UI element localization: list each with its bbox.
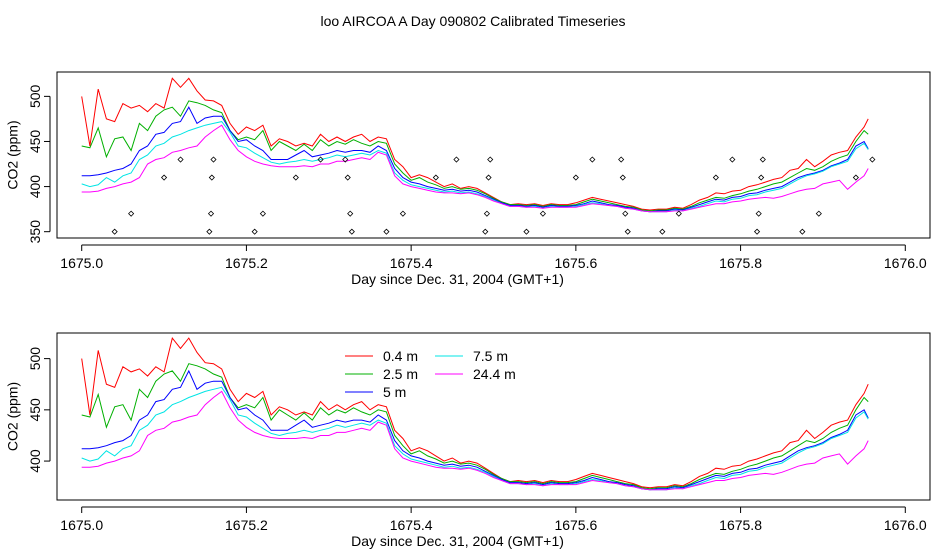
diamond-marker	[759, 156, 766, 163]
diamond-marker	[758, 174, 765, 181]
bottom-x-tick-label: 1676.0	[884, 517, 927, 533]
diamond-marker	[753, 228, 761, 235]
diamond-marker	[815, 210, 822, 217]
diamond-marker	[618, 156, 625, 163]
diamond-marker	[128, 210, 135, 217]
figure-title: loo AIRCOA A Day 090802 Calibrated Times…	[320, 13, 625, 29]
diamond-marker	[344, 174, 351, 181]
diamond-marker	[589, 156, 596, 163]
legend-label: 5 m	[383, 384, 406, 400]
diamond-marker	[161, 174, 168, 181]
diamond-marker	[317, 156, 324, 163]
bottom-x-tick-label: 1675.4	[390, 517, 433, 533]
bottom-plot-frame	[56, 332, 931, 501]
diamond-marker	[799, 228, 806, 235]
diamond-marker	[432, 174, 439, 181]
bottom-y-tick-label: 500	[27, 347, 43, 371]
bottom-series-7-5-mline	[81, 386, 869, 491]
diamond-marker	[487, 156, 494, 163]
top-x-axis-label: Day since Dec. 31, 2004 (GMT+1)	[351, 271, 564, 287]
bottom-x-tick-label: 1675.0	[60, 517, 103, 533]
diamond-marker	[572, 174, 579, 181]
top-y-tick-label: 400	[27, 175, 43, 199]
diamond-marker	[624, 228, 631, 235]
diamond-marker	[292, 174, 299, 181]
diamond-marker	[383, 228, 390, 235]
diamond-marker	[482, 228, 489, 235]
diamond-marker	[523, 228, 530, 235]
diamond-marker	[622, 210, 629, 217]
top-x-tick-label: 1675.2	[225, 255, 268, 271]
top-series-24-4-mline	[81, 124, 869, 213]
diamond-marker	[485, 174, 492, 181]
diamond-marker	[619, 174, 626, 181]
top-y-axis-label: CO2 (ppm)	[5, 120, 21, 189]
bottom-y-tick-label: 400	[27, 449, 43, 473]
top-panel: 1675.0 1675.2 1675.4 1675.6 1675.8 1676.0 Day …	[5, 71, 931, 287]
diamond-marker	[539, 210, 546, 217]
diamond-marker	[675, 210, 682, 217]
bottom-series-2-5-mline	[81, 363, 869, 490]
top-x-tick-label: 1676.0	[884, 255, 927, 271]
diamond-marker	[869, 156, 876, 163]
bottom-series-24-4-mline	[81, 390, 869, 491]
legend-label: 24.4 m	[473, 366, 516, 382]
diamond-marker	[483, 210, 490, 217]
diamond-marker	[177, 156, 184, 163]
bottom-x-tick-label: 1675.8	[719, 517, 762, 533]
top-x-tick-label: 1675.0	[60, 255, 103, 271]
top-y-tick-label: 450	[27, 130, 43, 154]
top-x-tick-label: 1675.8	[719, 255, 762, 271]
bottom-y-tick-label: 450	[27, 398, 43, 422]
diamond-marker	[210, 156, 217, 163]
top-x-tick-label: 1675.6	[554, 255, 597, 271]
bottom-panel: 1675.0 1675.2 1675.4 1675.6 1675.8 1676.0 Day …	[5, 332, 931, 549]
top-series-7-5-mline	[81, 121, 869, 213]
diamond-marker	[207, 210, 215, 217]
top-plot-frame	[56, 71, 931, 239]
bottom-x-tick-label: 1675.2	[225, 517, 268, 533]
legend-label: 0.4 m	[383, 348, 418, 364]
diamond-marker	[755, 210, 762, 217]
diamond-marker	[208, 174, 215, 181]
diamond-marker	[852, 174, 859, 181]
diamond-marker	[111, 228, 118, 235]
top-series-2-5-mline	[81, 100, 869, 212]
diamond-marker	[399, 210, 406, 217]
diamond-marker	[206, 228, 213, 235]
legend-label: 7.5 m	[473, 348, 508, 364]
top-series-5-mline	[81, 106, 869, 213]
diamond-marker	[348, 228, 355, 235]
diamond-marker	[659, 228, 666, 235]
diamond-marker	[729, 156, 736, 163]
top-x-tick-label: 1675.4	[390, 255, 433, 271]
bottom-series-5-mline	[81, 369, 869, 491]
diamond-marker	[342, 156, 349, 163]
legend-label: 2.5 m	[383, 366, 418, 382]
diamond-marker	[259, 210, 266, 217]
top-series-0-4-mline	[81, 77, 869, 211]
top-y-tick-label: 500	[27, 84, 43, 108]
top-y-tick-label: 350	[27, 220, 43, 244]
bottom-x-axis-label: Day since Dec. 31, 2004 (GMT+1)	[351, 533, 564, 549]
diamond-marker	[453, 156, 460, 163]
diamond-marker	[712, 174, 719, 181]
bottom-series-0-4-mline	[81, 336, 869, 489]
bottom-x-tick-label: 1675.6	[554, 517, 597, 533]
bottom-y-axis-label: CO2 (ppm)	[5, 382, 21, 451]
diamond-marker	[347, 210, 354, 217]
diamond-marker	[251, 228, 258, 235]
